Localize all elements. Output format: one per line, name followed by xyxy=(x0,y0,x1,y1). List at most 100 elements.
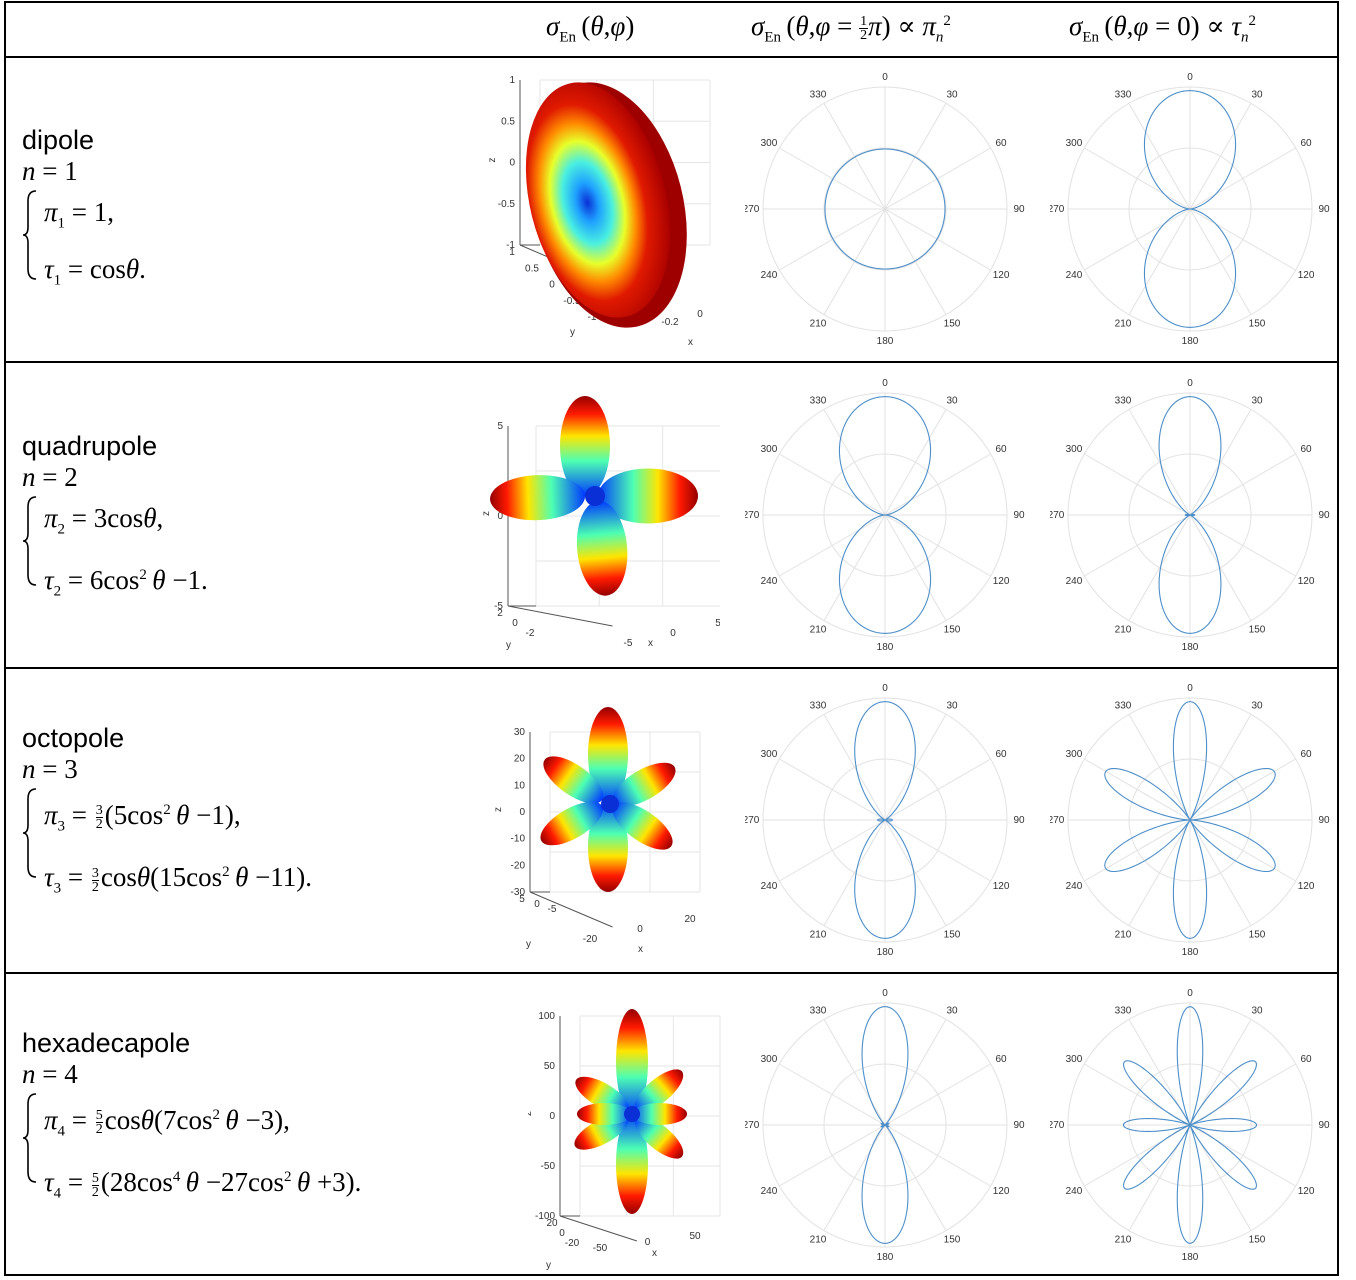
polar-angle-label: 150 xyxy=(1249,624,1266,635)
y-tick-label: 5 xyxy=(519,894,525,905)
y-tick-label: -20 xyxy=(565,1238,580,1249)
y-tick-label: -2 xyxy=(526,628,535,639)
torus-surface xyxy=(525,82,671,318)
x-axis-label: x xyxy=(648,638,653,649)
polar-curve xyxy=(1158,396,1222,634)
pi-equation: π4 = 5 2 cosθ(7cos2 θ −3), xyxy=(44,1105,290,1140)
polar-angle-label: 330 xyxy=(1115,1006,1132,1017)
polar-angle-label: 180 xyxy=(1182,336,1199,347)
polar-plot-pi-octopole: 0 30 60 90 120 150 180 210 240 270 300 330 xyxy=(745,683,1025,958)
polar-angle-label: 300 xyxy=(761,1054,778,1065)
z-tick-label: 0 xyxy=(509,158,515,169)
x-axis-label: x xyxy=(688,337,693,348)
polar-angle-label: 210 xyxy=(810,318,827,329)
pi-equation: π2 = 3cosθ, xyxy=(44,503,164,538)
z-tick-label: -1 xyxy=(506,240,515,251)
polar-angle-label: 270 xyxy=(745,815,760,826)
z-tick-label: 20 xyxy=(514,754,526,765)
row-label-dipole: dipole n = 1 π1 = 1, τ1 = cosθ. xyxy=(22,125,146,304)
polar-angle-label: 60 xyxy=(1300,749,1312,760)
polar-angle-label: 240 xyxy=(761,270,778,281)
polar-angle-label: 30 xyxy=(946,90,958,101)
x-tick-label: 5 xyxy=(715,618,720,629)
x-tick-label: 20 xyxy=(684,914,696,925)
x-tick-label: 0 xyxy=(670,628,676,639)
y-axis-label: y xyxy=(570,327,575,338)
polar-angle-label: 150 xyxy=(944,318,961,329)
polar-angle-label: 330 xyxy=(810,396,827,407)
polar-angle-label: 120 xyxy=(993,881,1010,892)
pi-equation: π1 = 1, xyxy=(44,197,115,232)
polar-angle-label: 30 xyxy=(946,396,958,407)
polar-angle-label: 180 xyxy=(1182,642,1199,653)
x-tick-label: -20 xyxy=(583,934,598,945)
polar-curve xyxy=(824,148,946,270)
polar-angle-label: 60 xyxy=(995,749,1007,760)
z-tick-label: -0.5 xyxy=(498,199,516,210)
z-tick-label: 0 xyxy=(549,1111,555,1122)
polar-plot-pi-hexadecapole: 0 30 60 90 120 150 180 210 240 270 300 330 xyxy=(745,988,1025,1263)
polar-angle-label: 90 xyxy=(1013,1120,1025,1131)
polar-angle-label: 270 xyxy=(1050,510,1065,521)
equation-system: π3 = 3 2 (5cos2 θ −1), τ3 = 3 2 cosθ(15cos2 … xyxy=(22,787,312,912)
polar-angle-label: 120 xyxy=(1298,1186,1315,1197)
z-tick-label: -100 xyxy=(535,1211,555,1222)
polar-angle-label: 270 xyxy=(1050,1120,1065,1131)
surface-lobe xyxy=(490,475,586,521)
z-tick-label: 10 xyxy=(514,780,526,791)
polar-angle-label: 330 xyxy=(810,1006,827,1017)
x-tick-label: 50 xyxy=(689,1231,701,1242)
z-tick-label: 0 xyxy=(519,807,525,818)
y-tick-label: 20 xyxy=(546,1218,558,1229)
multipole-name: dipole xyxy=(22,125,95,155)
polar-angle-label: 60 xyxy=(1300,1054,1312,1065)
z-tick-label: 0 xyxy=(497,511,503,522)
row-label-octopole: octopole n = 3 π3 = 3 2 (5cos2 θ −1), τ3 =… xyxy=(22,723,312,912)
z-tick-label: 50 xyxy=(544,1061,556,1072)
surface-lobe xyxy=(588,802,628,892)
polar-plot-pi-dipole: 0 30 60 90 120 150 180 210 240 270 300 330 xyxy=(745,72,1025,347)
polar-curve xyxy=(861,1006,909,1244)
y-tick-label: 0 xyxy=(512,618,518,629)
y-tick-label: 2 xyxy=(497,608,503,619)
equation-system: π2 = 3cosθ, τ2 = 6cos2 θ −1. xyxy=(22,495,208,615)
polar-angle-label: 300 xyxy=(761,138,778,149)
surface-lobe xyxy=(616,1114,648,1214)
row-divider xyxy=(6,56,1337,58)
polar-angle-label: 30 xyxy=(1251,701,1263,712)
tau-equation: τ3 = 3 2 cosθ(15cos2 θ −11). xyxy=(44,862,313,897)
surface-lobe xyxy=(577,1103,632,1125)
polar-angle-label: 0 xyxy=(882,72,888,83)
polar-angle-label: 30 xyxy=(1251,396,1263,407)
surface-lobe xyxy=(634,1115,684,1159)
polar-angle-label: 150 xyxy=(944,929,961,940)
z-tick-label: 5 xyxy=(497,421,503,432)
polar-angle-label: 240 xyxy=(1066,881,1083,892)
polar-angle-label: 270 xyxy=(745,204,760,215)
header-col-total: σEn (θ,φ) xyxy=(546,11,635,46)
tau-equation: τ1 = cosθ. xyxy=(44,254,146,289)
polar-angle-label: 210 xyxy=(1115,318,1132,329)
row-divider xyxy=(6,667,1337,669)
polar-angle-label: 240 xyxy=(1066,1186,1083,1197)
polar-curve xyxy=(1143,90,1237,328)
y-tick-label: 0 xyxy=(559,1228,565,1239)
polar-angle-label: 210 xyxy=(1115,624,1132,635)
polar-curve xyxy=(1104,701,1276,939)
polar-angle-label: 210 xyxy=(1115,929,1132,940)
polar-angle-label: 210 xyxy=(810,1234,827,1245)
polar-angle-label: 0 xyxy=(882,683,888,694)
polar-angle-label: 60 xyxy=(1300,444,1312,455)
surface-lobe xyxy=(598,468,698,524)
y-axis-label: y xyxy=(546,1260,551,1271)
surface-lobe xyxy=(634,1069,684,1113)
polar-angle-label: 120 xyxy=(993,270,1010,281)
polar-angle-label: 330 xyxy=(810,90,827,101)
tau-equation: τ4 = 5 2 (28cos4 θ −27cos2 θ +3). xyxy=(44,1167,362,1202)
polar-angle-label: 300 xyxy=(1066,1054,1083,1065)
y-tick-label: 0 xyxy=(534,899,540,910)
lobe-center xyxy=(585,486,605,506)
